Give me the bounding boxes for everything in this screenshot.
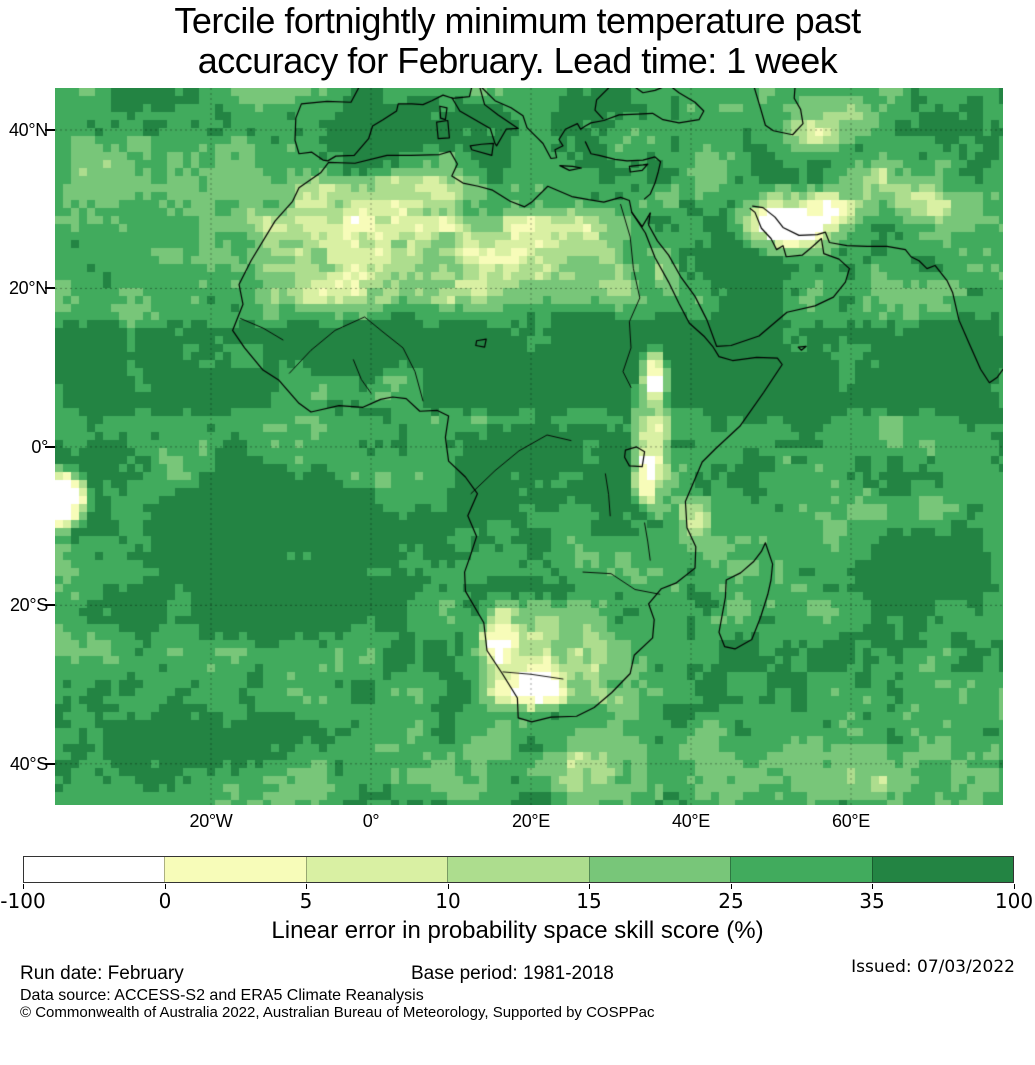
colorbar-tick-mark-2 [306,884,307,889]
figure-title: Tercile fortnightly minimum temperature … [0,1,1035,81]
lon-tick-label-1: 0° [362,811,380,831]
lon-tick-label-2: 20°E [511,811,551,831]
figure-title-line1: Tercile fortnightly minimum temperature … [174,0,861,41]
colorbar-tick-label-0: -100 [0,889,46,913]
lat-tick-mark-1 [45,287,55,289]
colorbar-tick-label-2: 5 [299,889,313,913]
colorbar-tick-mark-0 [23,884,24,889]
lon-tick-label-4: 60°E [831,811,871,831]
colorbar-tick-label-4: 15 [576,889,602,913]
lat-tick-mark-4 [45,763,55,765]
colorbar-tick-label-1: 0 [158,889,172,913]
lat-tick-mark-3 [45,604,55,606]
colorbar-segment-1 [164,857,306,882]
colorbar-tick-mark-7 [1014,884,1015,889]
colorbar-tick-mark-4 [589,884,590,889]
lon-tick-label-0: 20°W [189,811,233,831]
map-panel [55,88,1003,805]
colorbar-segment-4 [588,857,731,882]
colorbar-tick-mark-1 [165,884,166,889]
copyright-text: © Commonwealth of Australia 2022, Austra… [20,1004,655,1021]
colorbar-tick-label-5: 25 [718,889,744,913]
colorbar-tick-label-3: 10 [435,889,461,913]
lat-tick-mark-2 [45,446,55,448]
issued-date-text: Issued: 07/03/2022 [851,957,1015,977]
figure-title-line2: accuracy for February. Lead time: 1 week [197,40,838,81]
colorbar-segment-0 [24,857,165,882]
lat-tick-label-2: 0° [31,437,48,457]
lat-tick-label-0: 40°N [8,120,48,140]
data-source-text: Data source: ACCESS-S2 and ERA5 Climate … [20,987,424,1004]
colorbar [23,856,1014,883]
colorbar-segment-6 [871,857,1013,882]
run-date-text: Run date: February [20,963,184,984]
lat-tick-label-1: 20°N [8,278,48,298]
colorbar-tick-mark-5 [731,884,732,889]
colorbar-tick-label-7: 100 [994,889,1034,913]
lat-tick-label-4: 40°S [9,754,48,774]
colorbar-tick-mark-3 [448,884,449,889]
colorbar-segment-5 [730,857,872,882]
colorbar-tick-label-6: 35 [859,889,885,913]
colorbar-segment-2 [305,857,448,882]
lat-tick-mark-0 [45,129,55,131]
lat-tick-label-3: 20°S [9,595,48,615]
lon-tick-label-3: 40°E [671,811,711,831]
africa-skill-heatmap [55,88,1003,805]
colorbar-segment-3 [447,857,589,882]
colorbar-tick-mark-6 [872,884,873,889]
base-period-text: Base period: 1981-2018 [411,963,614,984]
colorbar-label: Linear error in probability space skill … [271,917,764,944]
